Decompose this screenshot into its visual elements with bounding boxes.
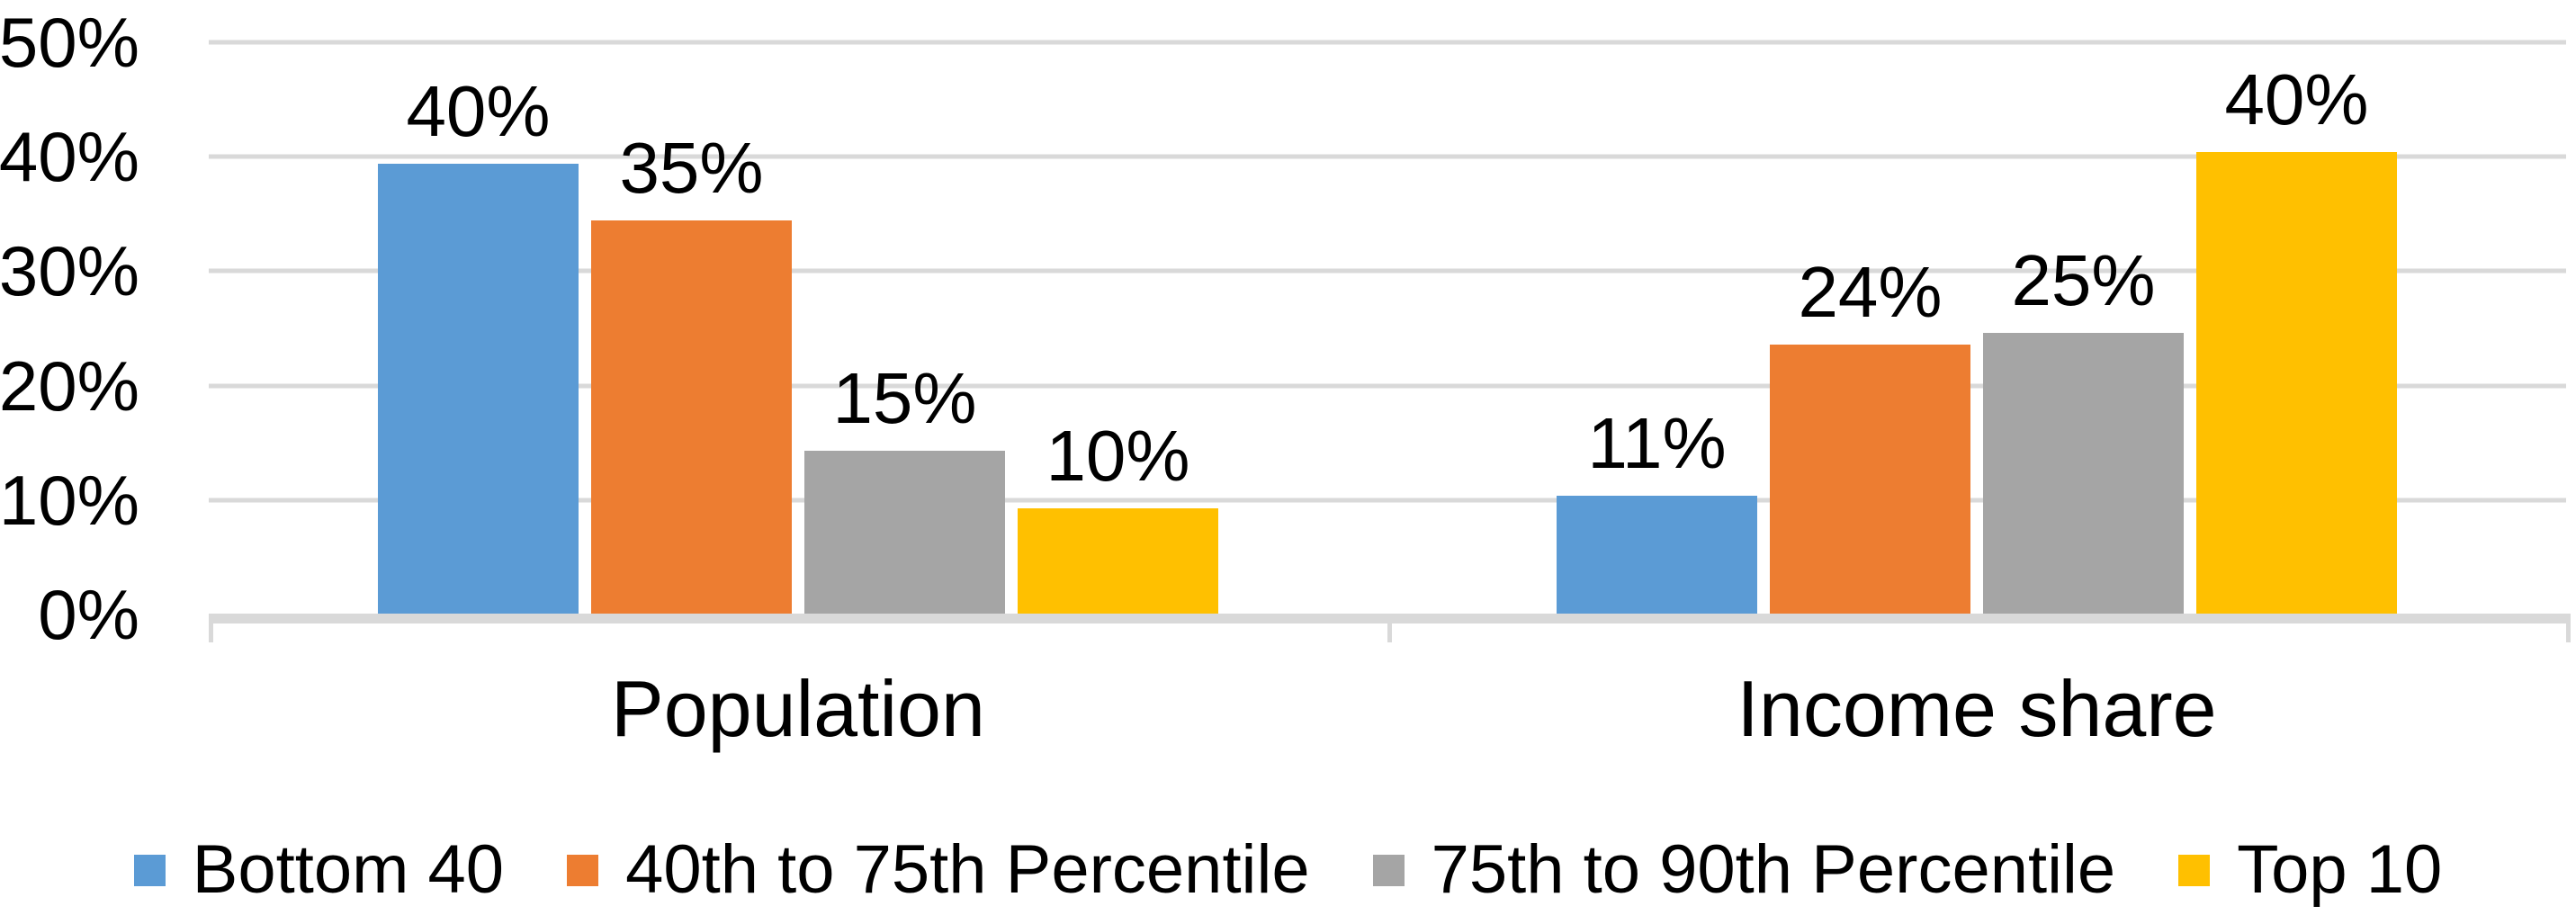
x-axis-tick <box>209 614 213 642</box>
legend-item: 75th to 90th Percentile <box>1372 830 2116 911</box>
y-axis-tick-label: 30% <box>0 231 139 311</box>
bar <box>2196 152 2397 614</box>
category-label: Population <box>611 664 985 753</box>
gridline <box>209 268 2566 274</box>
data-label: 24% <box>1798 251 1943 332</box>
legend-label: Bottom 40 <box>192 831 505 908</box>
plot-area: 40% 35% 15% 10% 11% 24% 25% 40% <box>209 40 2571 642</box>
bar-wrap: 24% <box>1770 42 1970 614</box>
bar <box>378 163 579 614</box>
y-axis-tick-label: 40% <box>0 117 139 197</box>
bar-group-population: 40% 35% 15% 10% <box>209 42 1387 614</box>
bar <box>804 451 1005 614</box>
bar <box>1770 344 1970 614</box>
gridline <box>209 383 2566 389</box>
bar <box>1557 495 1757 614</box>
category-label: Income share <box>1737 664 2217 753</box>
bar-wrap: 40% <box>378 42 579 614</box>
gridline <box>209 154 2566 159</box>
bar <box>1018 507 1218 614</box>
y-axis-tick-labels: 0% 10% 20% 30% 40% 50% <box>0 7 139 650</box>
legend-swatch-icon <box>133 854 166 886</box>
legend-item: 40th to 75th Percentile <box>567 830 1310 911</box>
legend-item: Top 10 <box>2178 830 2442 911</box>
x-axis-tick <box>2566 614 2571 642</box>
legend-label: Top 10 <box>2237 831 2443 908</box>
legend-swatch-icon <box>1372 854 1405 886</box>
bar <box>591 220 792 614</box>
legend-swatch-icon <box>567 854 599 886</box>
y-axis-tick-label: 20% <box>0 345 139 426</box>
x-axis-category-labels: Population Income share <box>209 664 2566 754</box>
y-axis-tick-label: 0% <box>38 575 139 654</box>
legend-label: 75th to 90th Percentile <box>1431 831 2116 908</box>
legend-label: 40th to 75th Percentile <box>625 831 1310 908</box>
y-axis-tick-label: 10% <box>0 460 139 540</box>
data-label: 40% <box>406 70 551 151</box>
bar-groups: 40% 35% 15% 10% 11% 24% 25% 40% <box>209 42 2566 614</box>
data-label: 15% <box>832 358 977 439</box>
bar-wrap: 11% <box>1557 42 1757 614</box>
bar-wrap: 25% <box>1983 42 2184 614</box>
gridline <box>209 498 2566 503</box>
data-label: 25% <box>2011 240 2156 321</box>
y-axis-tick-label: 50% <box>0 3 139 82</box>
data-label: 40% <box>2224 59 2369 140</box>
legend-swatch-icon <box>2178 854 2211 886</box>
bar-wrap: 15% <box>804 42 1005 614</box>
data-label: 10% <box>1046 415 1190 496</box>
x-axis-tick <box>1387 614 1392 642</box>
bar-wrap: 40% <box>2196 42 2397 614</box>
bar-group-income-share: 11% 24% 25% 40% <box>1387 42 2566 614</box>
bar <box>1983 333 2184 614</box>
legend-item: Bottom 40 <box>133 830 505 911</box>
data-label: 35% <box>619 128 764 209</box>
legend: Bottom 40 40th to 75th Percentile 75th to … <box>0 830 2576 911</box>
bar-wrap: 35% <box>591 42 792 614</box>
gridline <box>209 40 2566 45</box>
data-label: 11% <box>1587 402 1727 483</box>
bar-wrap: 10% <box>1018 42 1218 614</box>
